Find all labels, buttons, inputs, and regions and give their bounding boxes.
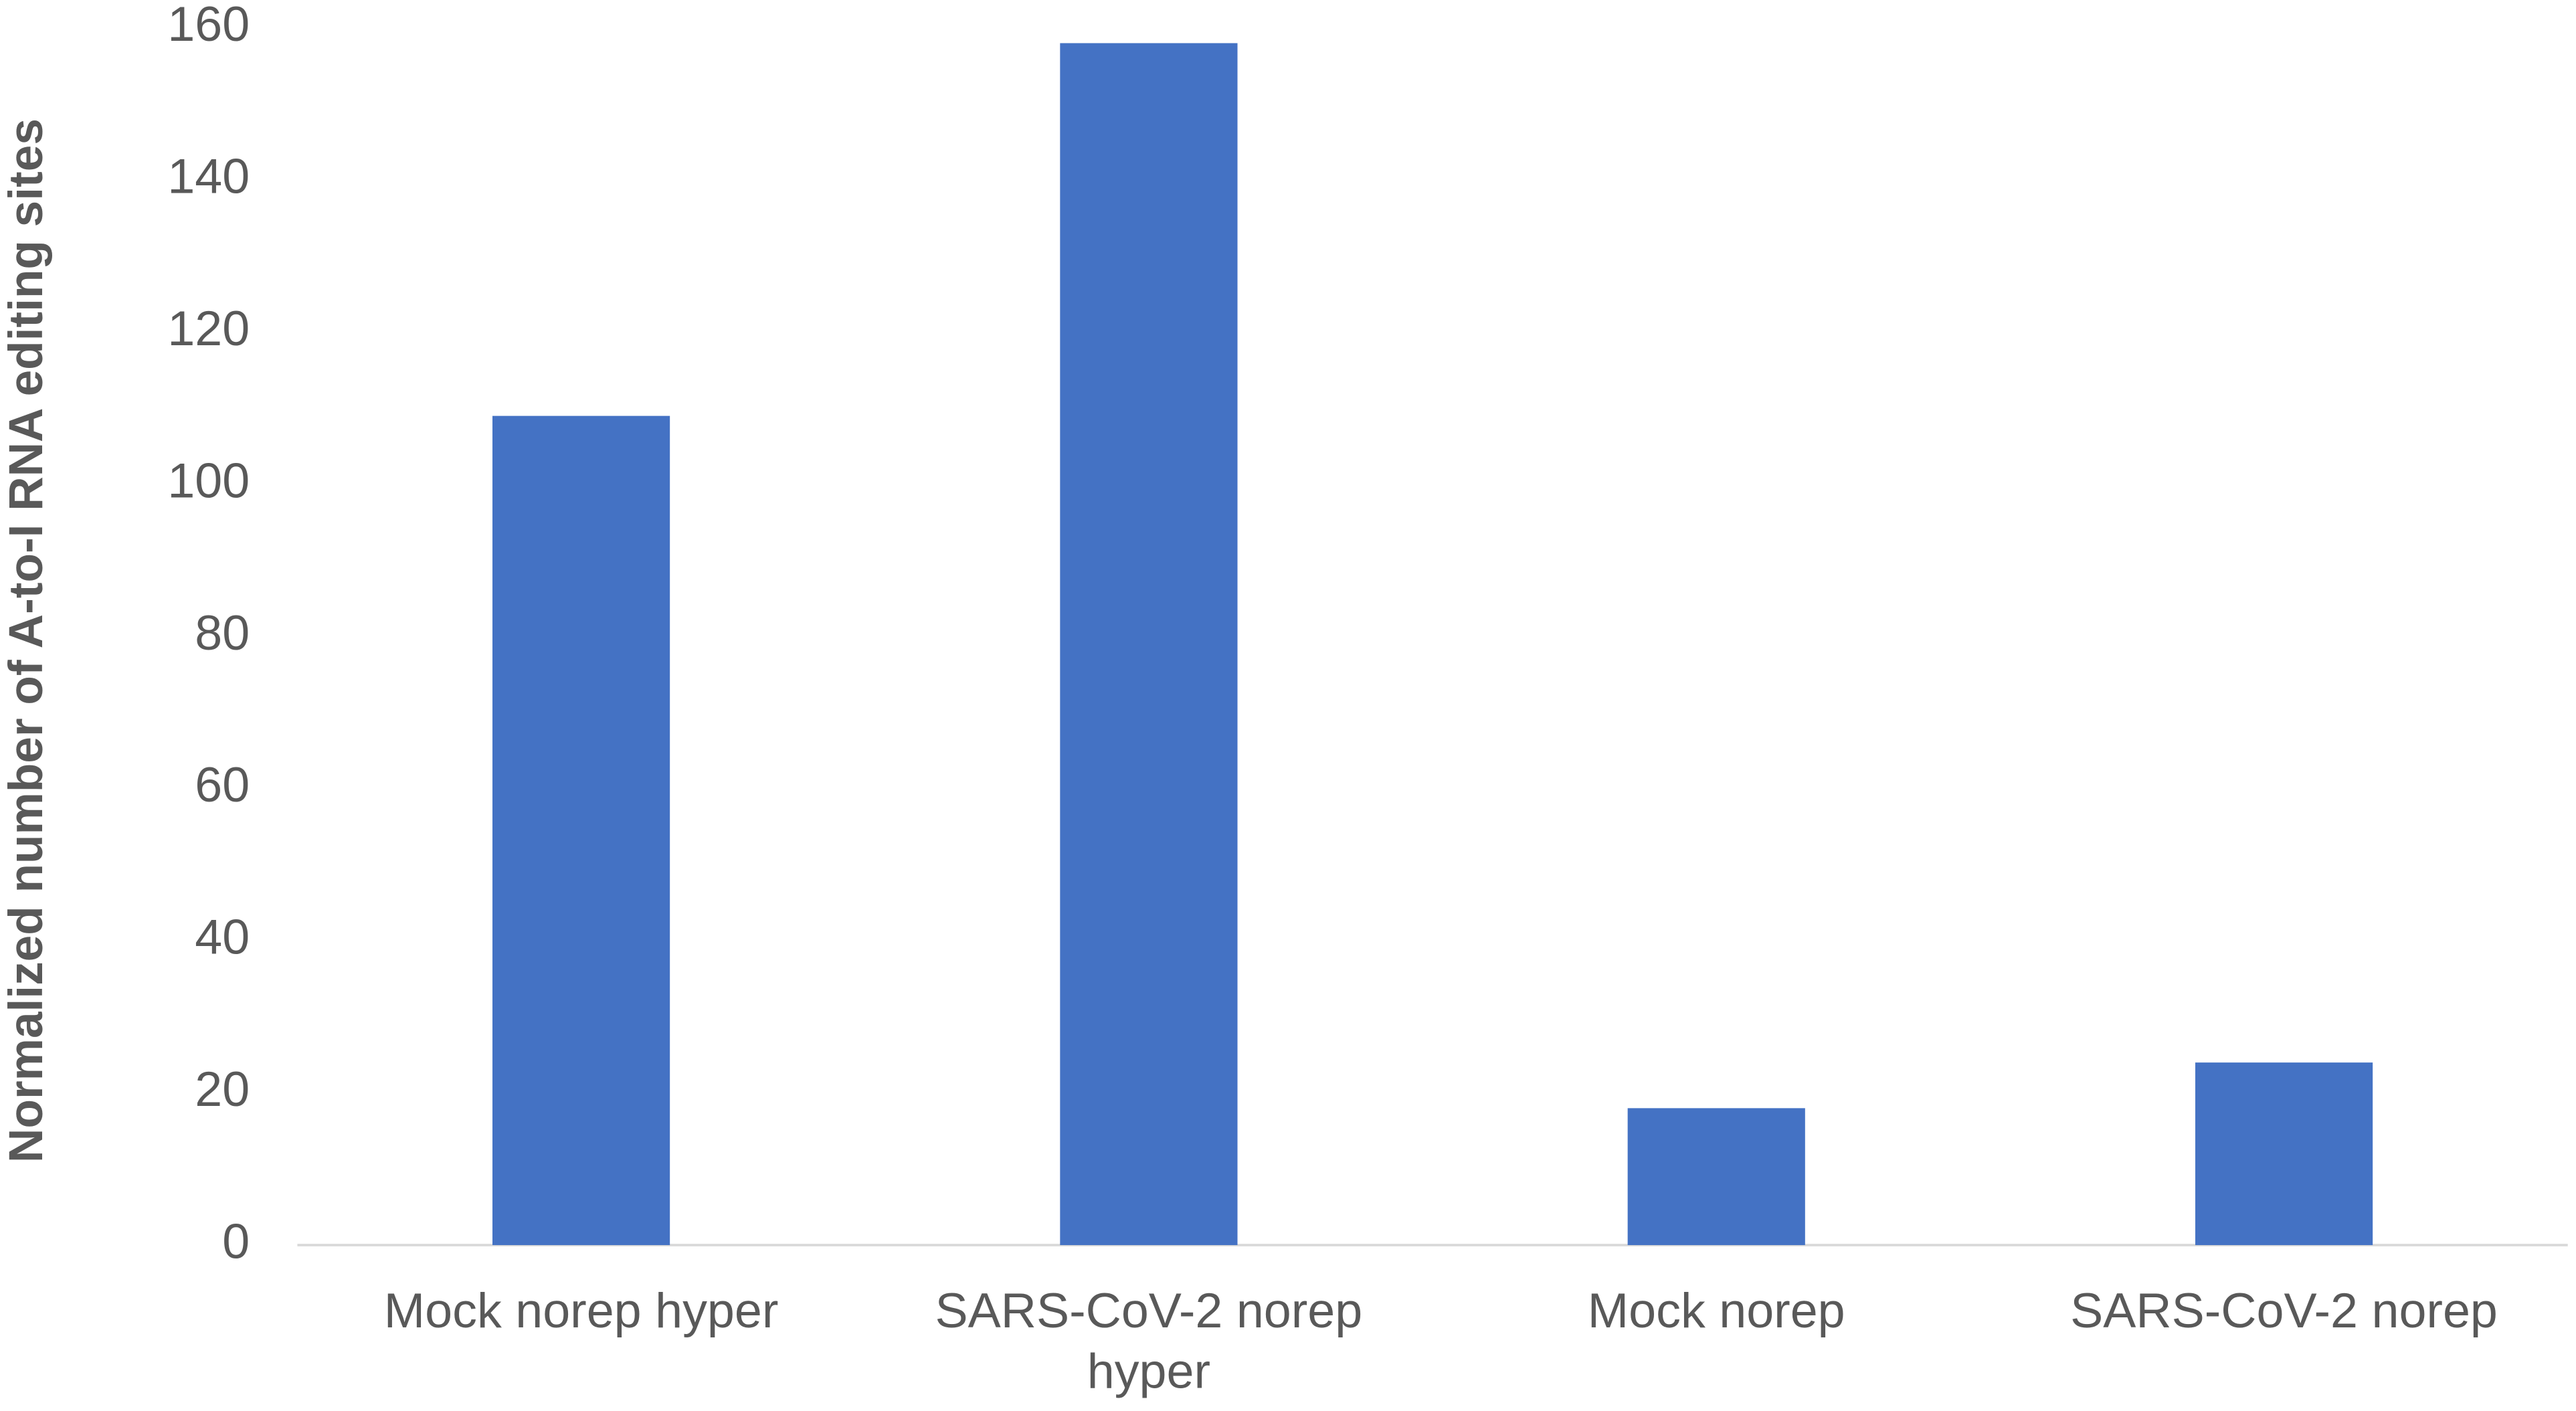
y-tick-label: 80 <box>195 605 250 660</box>
x-tick-label: Mock norep hyper <box>383 1284 779 1339</box>
y-tick-label: 140 <box>167 149 250 204</box>
bar <box>2195 1062 2373 1246</box>
x-tick-label: Mock norep <box>1587 1284 1845 1339</box>
x-tick-label-box: SARS-CoV-2 norep <box>2070 1284 2498 1339</box>
bar <box>1627 1108 1805 1246</box>
y-tick-label: 100 <box>167 452 250 508</box>
x-tick-label-box: Mock norep <box>1587 1284 1845 1339</box>
bar <box>492 415 670 1246</box>
y-tick-label: 40 <box>195 909 250 965</box>
y-tick-label: 60 <box>195 757 250 812</box>
x-tick-label: SARS-CoV-2 norep <box>2070 1284 2498 1339</box>
y-tick-label: 20 <box>195 1061 250 1117</box>
y-tick-label: 160 <box>167 0 250 52</box>
x-tick-label: SARS-CoV-2 norep hyper <box>935 1284 1363 1400</box>
bar <box>1060 43 1238 1246</box>
x-tick-label-box: Mock norep hyper <box>383 1284 779 1339</box>
x-tick-label-box: SARS-CoV-2 norep hyper <box>935 1284 1363 1400</box>
y-axis-title: Normalized number of A-to-I RNA editing … <box>0 118 53 1163</box>
y-tick-label: 120 <box>167 300 250 356</box>
y-tick-label: 0 <box>222 1213 250 1268</box>
